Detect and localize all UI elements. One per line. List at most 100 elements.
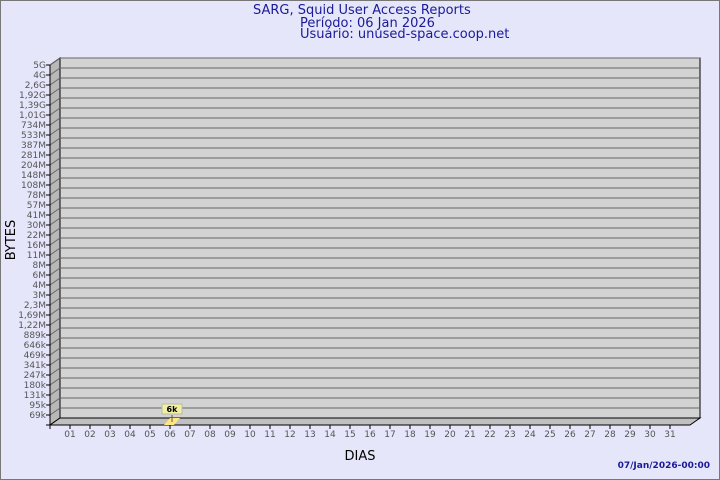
x-tick-label: 16 (364, 430, 376, 440)
chart-title: SARG, Squid User Access Reports (253, 3, 471, 18)
x-tick-label: 27 (584, 430, 595, 440)
gridline-diagonal (49, 377, 61, 386)
gridline-diagonal (49, 287, 61, 296)
gridline-diagonal (49, 277, 61, 286)
gridline-diagonal (49, 387, 61, 396)
gridline-diagonal (49, 197, 61, 206)
y-tick-label: 16M (27, 241, 46, 251)
gridline-diagonal (49, 117, 61, 126)
y-tick-label: 4M (33, 281, 47, 291)
y-tick-label: 1,01G (19, 111, 46, 121)
x-tick-label: 04 (124, 430, 136, 440)
gridline-diagonal (49, 297, 61, 306)
gridline-diagonal (49, 157, 61, 166)
chart-user: Usuário: unused-space.coop.net (300, 27, 510, 42)
x-tick-label: 31 (664, 430, 675, 440)
y-tick-label: 341k (24, 361, 47, 371)
gridline-diagonal (49, 97, 61, 106)
y-tick-label: 2,6G (25, 81, 46, 91)
gridline-diagonal (49, 407, 61, 416)
floor (48, 417, 702, 426)
x-tick-label: 28 (604, 430, 616, 440)
y-tick-label: 387M (21, 141, 46, 151)
gridline-diagonal (49, 177, 61, 186)
y-tick-label: 30M (27, 221, 46, 231)
y-tick-label: 11M (27, 251, 46, 261)
gridline-diagonal (49, 357, 61, 366)
x-tick-label: 01 (64, 430, 75, 440)
gridline-diagonal (49, 397, 61, 406)
y-tick-label: 148M (21, 171, 46, 181)
x-tick-label: 30 (644, 430, 656, 440)
gridline-diagonal (49, 167, 61, 176)
data-label: 6k (167, 405, 179, 414)
x-tick-label: 06 (164, 430, 176, 440)
y-tick-label: 2,3M (24, 301, 46, 311)
x-tick-label: 20 (444, 430, 456, 440)
x-tick-label: 13 (304, 430, 315, 440)
x-tick-label: 15 (344, 430, 355, 440)
x-axis-label: DIAS (345, 449, 376, 464)
y-tick-label: 1,69M (18, 311, 46, 321)
x-tick-label: 18 (404, 430, 416, 440)
y-tick-label: 533M (21, 131, 46, 141)
x-tick-label: 22 (484, 430, 495, 440)
y-tick-label: 8M (33, 261, 47, 271)
x-tick-label: 03 (104, 430, 115, 440)
x-tick-label: 14 (324, 430, 336, 440)
x-tick-label: 11 (264, 430, 275, 440)
gridline-diagonal (49, 337, 61, 346)
y-tick-label: 6M (33, 271, 47, 281)
gridline-diagonal (49, 267, 61, 276)
x-tick-label: 07 (184, 430, 195, 440)
gridline-diagonal (49, 227, 61, 236)
gridline-diagonal (49, 207, 61, 216)
y-tick-label: 131k (24, 391, 47, 401)
gridline-diagonal (49, 67, 61, 76)
gridline-diagonal (49, 187, 61, 196)
x-tick-label: 26 (564, 430, 576, 440)
y-tick-label: 22M (27, 231, 46, 241)
y-tick-label: 108M (21, 181, 46, 191)
gridline-diagonal (49, 367, 61, 376)
y-tick-label: 1,22M (18, 321, 46, 331)
x-tick-label: 10 (244, 430, 256, 440)
y-tick-label: 281M (21, 151, 46, 161)
generated-timestamp: 07/Jan/2026-00:00 (617, 461, 710, 471)
gridline-diagonal (49, 347, 61, 356)
x-tick-label: 17 (384, 430, 395, 440)
y-tick-label: 5G (33, 61, 46, 71)
y-tick-label: 1,39G (19, 101, 46, 111)
y-tick-label: 95k (29, 401, 46, 411)
y-tick-label: 78M (27, 191, 46, 201)
gridline-diagonal (49, 57, 61, 66)
x-tick-label: 02 (84, 430, 95, 440)
y-tick-label: 3M (33, 291, 47, 301)
chart-period: Período: 06 Jan 2026 (300, 16, 435, 31)
y-tick-label: 889k (24, 331, 47, 341)
y-tick-label: 204M (21, 161, 46, 171)
y-tick-label: 180k (24, 381, 47, 391)
gridline-diagonal (49, 247, 61, 256)
y-tick-label: 4G (33, 71, 46, 81)
y-tick-label: 57M (27, 201, 46, 211)
x-tick-label: 29 (624, 430, 636, 440)
gridline-diagonal (49, 237, 61, 246)
x-tick-label: 05 (144, 430, 155, 440)
y-tick-label: 69k (29, 411, 46, 421)
gridline-diagonal (49, 217, 61, 226)
gridline-diagonal (49, 107, 61, 116)
gridline-diagonal (49, 327, 61, 336)
data-label-box (161, 403, 183, 415)
gridline-diagonal (49, 137, 61, 146)
y-tick-label: 1,92G (19, 91, 46, 101)
x-tick-label: 08 (204, 430, 216, 440)
y-tick-label: 247k (24, 371, 47, 381)
y-tick-label: 734M (21, 121, 46, 131)
gridline-diagonal (49, 87, 61, 96)
y-axis-label: BYTES (4, 220, 19, 261)
y-tick-label: 646k (24, 341, 47, 351)
gridline-diagonal (49, 317, 61, 326)
x-tick-label: 21 (464, 430, 475, 440)
